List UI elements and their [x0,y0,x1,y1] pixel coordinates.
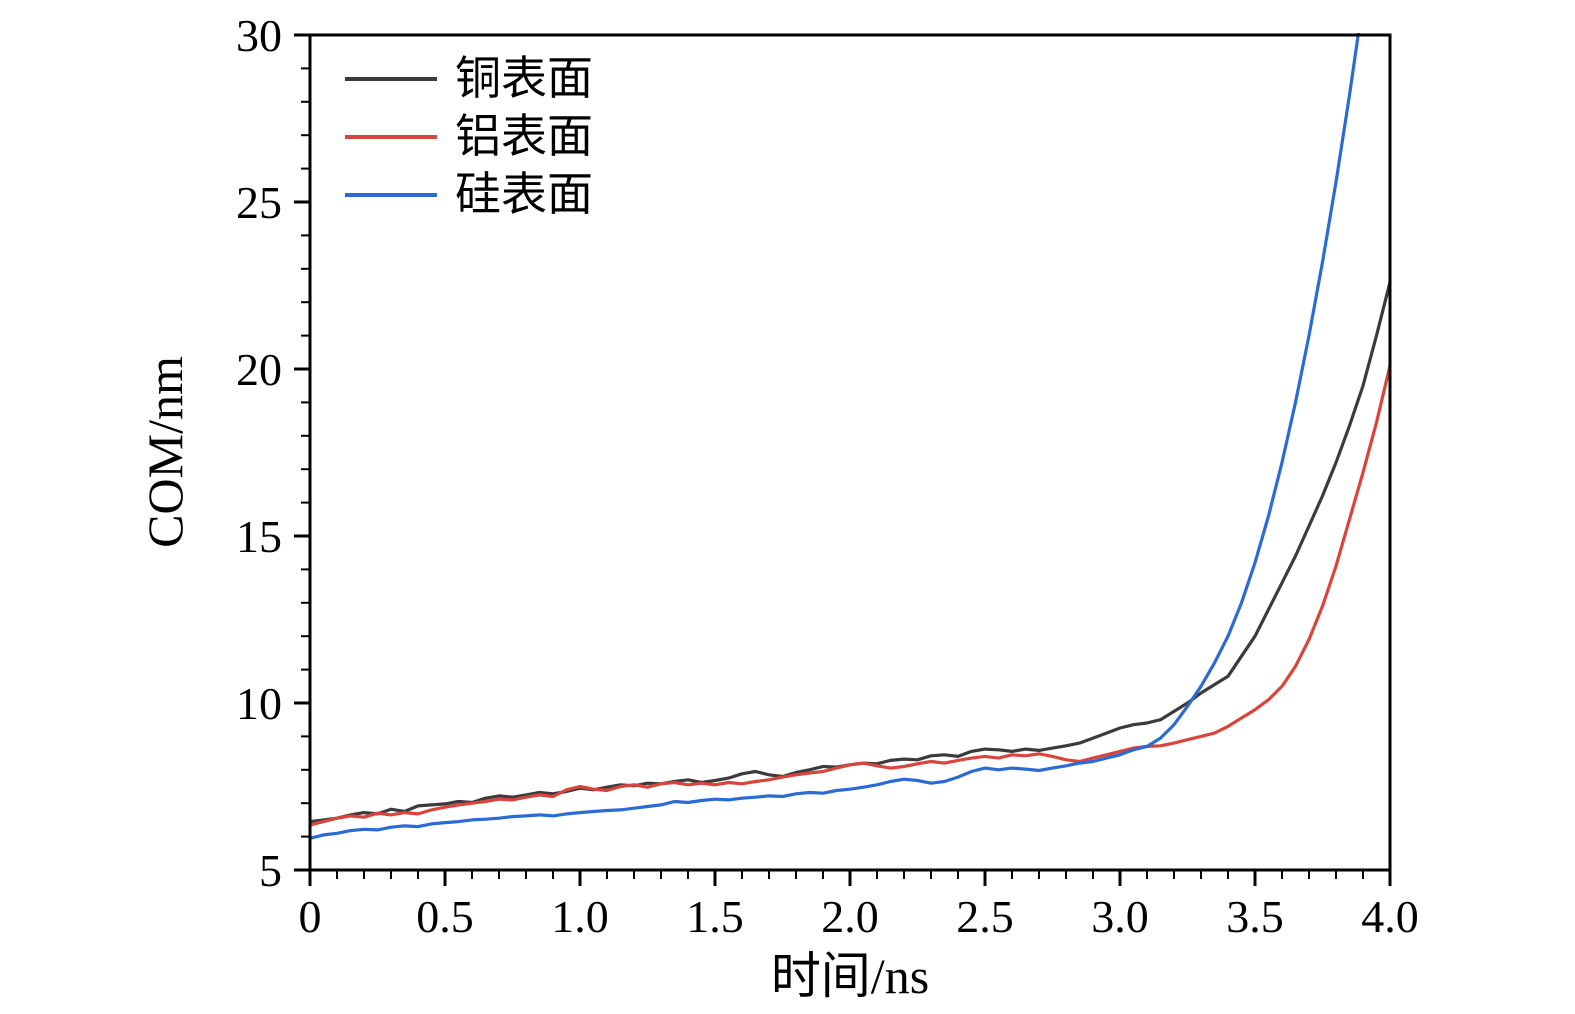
legend-item-copper-surface: 铜表面 [345,50,593,108]
svg-text:4.0: 4.0 [1361,891,1419,942]
svg-text:3.5: 3.5 [1226,891,1284,942]
legend-item-aluminum-surface: 铝表面 [345,108,593,166]
legend-swatch-aluminum [345,135,437,139]
legend-label-copper: 铜表面 [455,53,593,104]
svg-text:3.0: 3.0 [1091,891,1149,942]
svg-text:1.5: 1.5 [686,891,744,942]
legend-swatch-copper [345,77,437,81]
legend-item-silicon-surface: 硅表面 [345,166,593,224]
legend-label-aluminum: 铝表面 [455,111,593,162]
svg-text:5: 5 [259,845,282,896]
legend-label-silicon: 硅表面 [455,169,593,220]
svg-text:10: 10 [236,678,282,729]
svg-text:20: 20 [236,344,282,395]
y-axis-title: COM/nm [137,356,193,548]
svg-text:0.5: 0.5 [416,891,474,942]
x-axis-title: 时间/ns [770,948,930,1004]
svg-text:1.0: 1.0 [551,891,609,942]
svg-text:30: 30 [236,10,282,61]
legend-swatch-silicon [345,193,437,197]
svg-text:2.5: 2.5 [956,891,1014,942]
svg-text:0: 0 [299,891,322,942]
svg-text:2.0: 2.0 [821,891,879,942]
legend: 铜表面 铝表面 硅表面 [345,50,593,224]
svg-text:15: 15 [236,511,282,562]
svg-text:25: 25 [236,177,282,228]
